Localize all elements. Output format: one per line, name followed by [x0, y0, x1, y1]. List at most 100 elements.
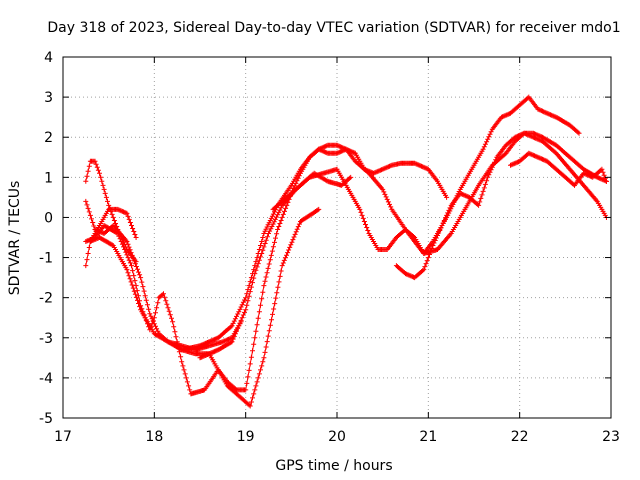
data-point-marker [254, 322, 260, 328]
data-point-marker [229, 323, 235, 329]
data-point-marker [136, 301, 141, 306]
data-point-marker [98, 174, 104, 180]
data-point-marker [186, 383, 192, 389]
data-point-marker [255, 261, 261, 267]
data-point-marker [170, 319, 176, 325]
data-point-marker [320, 144, 326, 150]
data-point-marker [444, 194, 450, 200]
data-point-marker [125, 255, 131, 261]
data-point-marker [600, 169, 606, 175]
data-point-marker [234, 328, 239, 334]
data-point-marker [228, 339, 234, 345]
data-point-marker [358, 209, 364, 215]
data-point-marker [291, 234, 297, 240]
y-tick-label: -4 [39, 371, 53, 387]
data-point-marker [145, 302, 150, 308]
data-point-marker [478, 195, 484, 201]
data-point-marker [268, 252, 274, 258]
data-point-marker [251, 341, 257, 347]
data-point-marker [276, 279, 282, 285]
data-point-marker [187, 387, 193, 393]
data-point-marker [83, 178, 89, 184]
data-point-marker [260, 359, 266, 365]
data-point-marker [268, 226, 274, 232]
data-point-marker [383, 194, 389, 200]
data-point-marker [129, 223, 134, 228]
data-point-marker [275, 227, 281, 232]
data-point-marker [171, 324, 177, 330]
data-point-marker [430, 243, 436, 248]
data-point-marker [259, 251, 265, 256]
data-point-marker [380, 186, 386, 192]
data-point-marker [173, 334, 179, 340]
data-point-marker [252, 387, 258, 393]
data-point-marker [247, 289, 253, 295]
data-point-marker [281, 257, 287, 263]
data-point-marker [232, 316, 238, 322]
data-point-marker [129, 282, 135, 288]
data-point-marker [260, 247, 266, 253]
data-point-marker [261, 355, 267, 361]
data-point-marker [493, 157, 499, 163]
data-point-marker [259, 363, 265, 369]
data-point-marker [137, 272, 143, 278]
data-point-marker [135, 266, 140, 272]
data-point-marker [295, 224, 301, 230]
data-point-marker [83, 198, 89, 204]
series-layer [83, 94, 609, 409]
data-point-marker [266, 328, 272, 334]
data-point-marker [250, 280, 255, 286]
data-point-marker [484, 178, 490, 184]
data-point-marker [264, 270, 270, 276]
data-point-marker [276, 209, 282, 215]
y-tick-label: -5 [39, 411, 53, 427]
data-point-marker [429, 246, 435, 251]
data-point-marker [180, 363, 186, 369]
data-point-marker [266, 261, 272, 267]
data-point-marker [258, 367, 263, 373]
data-point-marker [294, 226, 300, 232]
data-point-marker [441, 218, 447, 223]
data-point-marker [127, 276, 133, 282]
data-point-marker [245, 374, 251, 380]
data-point-marker [178, 354, 184, 360]
data-point-marker [84, 173, 90, 179]
data-point-marker [240, 312, 246, 318]
data-point-marker [86, 245, 92, 250]
data-point-marker [231, 333, 237, 339]
data-point-marker [287, 244, 293, 250]
data-point-marker [487, 131, 493, 137]
data-point-marker [289, 239, 295, 245]
data-point-marker [258, 302, 263, 308]
series-track-5 [87, 206, 322, 409]
data-point-marker [274, 290, 280, 296]
data-point-marker [116, 233, 122, 239]
data-point-marker [109, 242, 115, 248]
data-point-marker [235, 325, 241, 331]
data-point-marker [125, 270, 131, 276]
data-point-marker [124, 252, 130, 258]
data-point-marker [267, 257, 273, 263]
data-point-marker [127, 260, 133, 266]
data-point-marker [270, 244, 276, 250]
x-axis-title: GPS time / hours [275, 458, 392, 474]
data-point-marker [238, 304, 244, 310]
data-point-marker [254, 255, 260, 261]
data-point-marker [484, 139, 490, 145]
data-point-marker [480, 146, 486, 152]
data-point-marker [260, 289, 266, 295]
data-point-marker [437, 228, 443, 233]
data-point-marker [295, 175, 301, 181]
data-point-marker [155, 328, 161, 334]
data-point-marker [421, 267, 427, 273]
data-point-marker [480, 188, 486, 194]
data-point-marker [271, 306, 277, 312]
data-point-marker [277, 273, 283, 279]
data-point-marker [258, 243, 263, 248]
data-point-marker [293, 229, 299, 235]
data-point-marker [146, 306, 152, 312]
data-point-marker [601, 172, 607, 178]
data-point-marker [164, 301, 170, 307]
data-point-marker [277, 221, 283, 226]
data-point-marker [130, 255, 136, 261]
